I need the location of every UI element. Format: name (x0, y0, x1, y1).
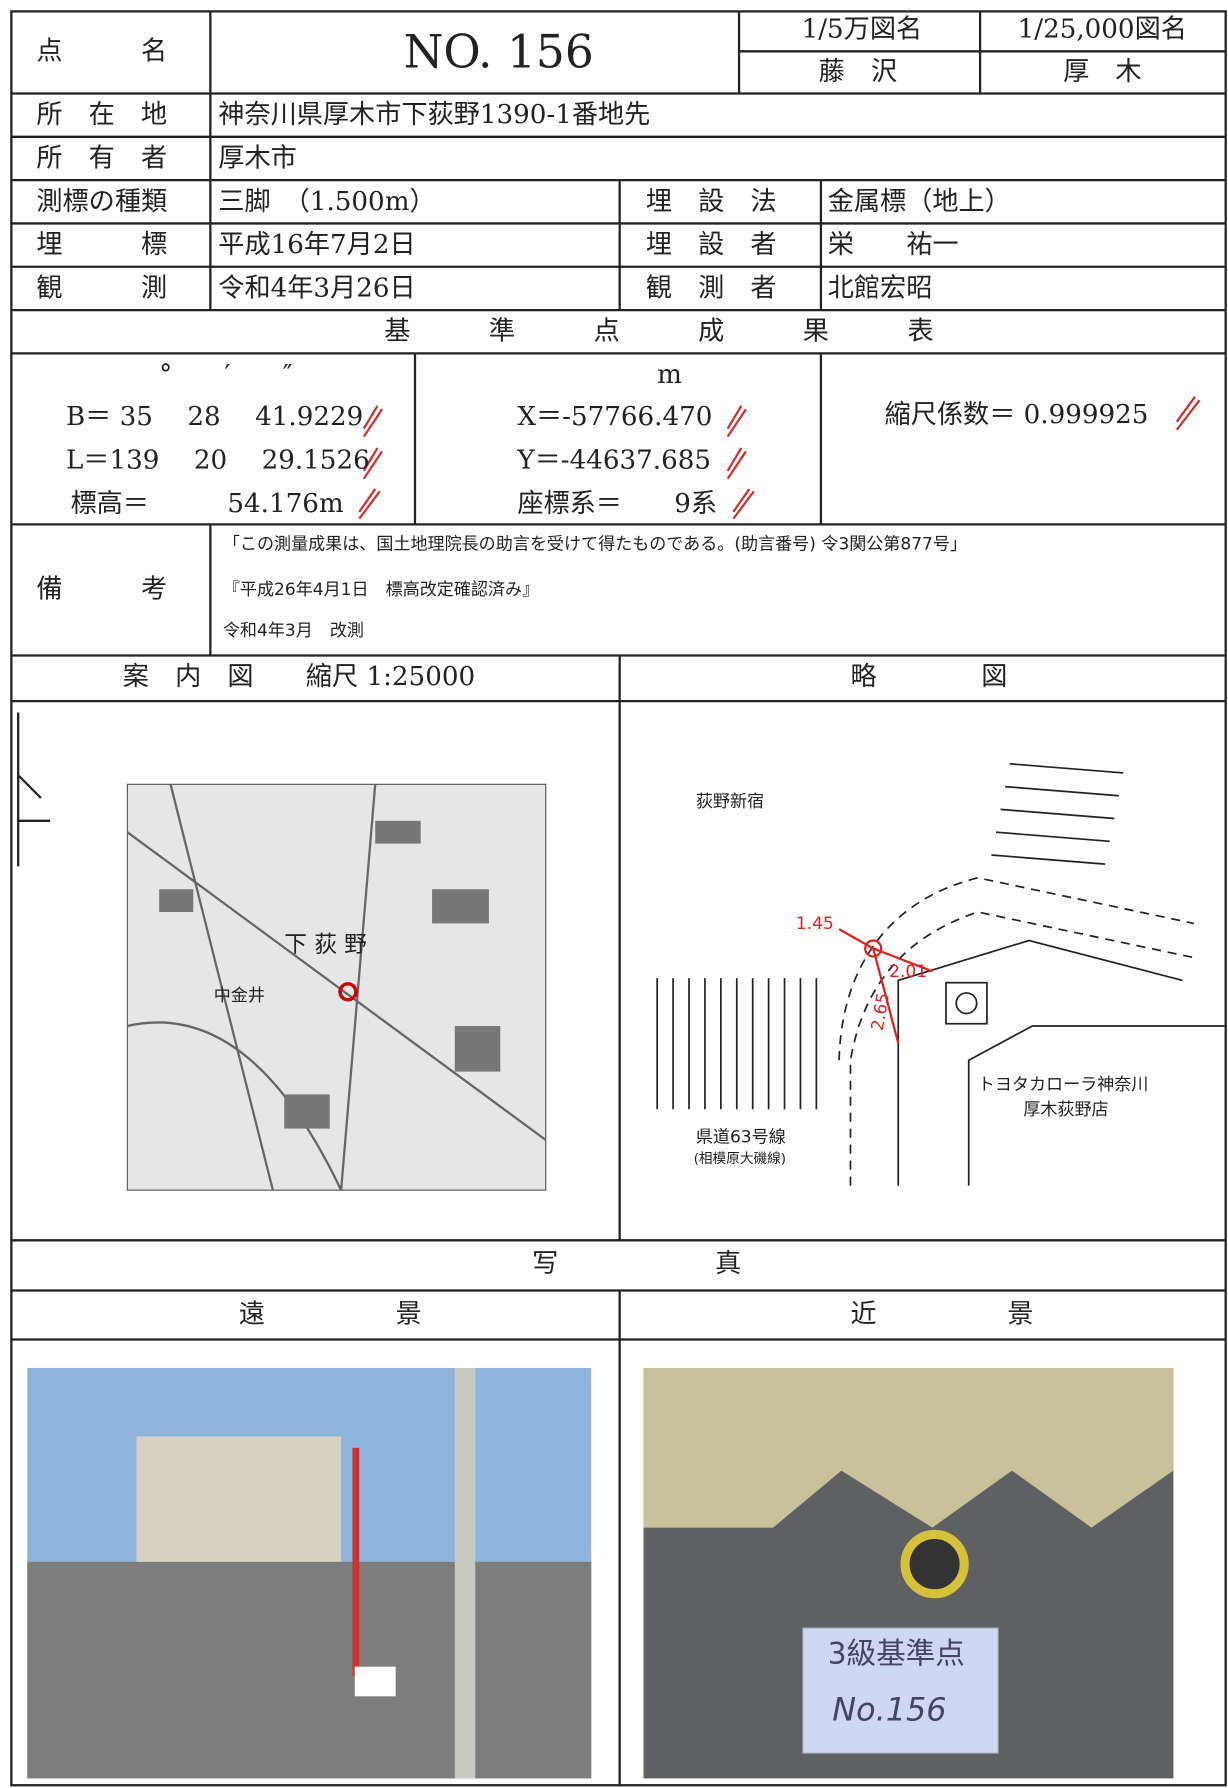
label: 備 考 (36, 574, 168, 605)
value: 厚木市 (218, 143, 297, 174)
sketch-label: (相模原大磯線) (693, 1150, 787, 1167)
distance: 2.01 (889, 961, 928, 982)
section-title: 略 図 (850, 662, 1008, 692)
label: 埋 設 者 (645, 230, 777, 260)
label: 点 名 (36, 36, 168, 67)
x-coord: X＝-57766.470 (517, 402, 713, 433)
plate-text: 3級基準点 (827, 1637, 965, 1672)
sketch-label: トヨタカローラ神奈川 (977, 1073, 1149, 1095)
label: 所 有 者 (36, 143, 168, 174)
label: 観 測 (36, 273, 168, 304)
label: 埋 設 法 (645, 186, 777, 217)
section-title: 基 準 点 成 果 表 (384, 316, 934, 347)
value: 藤 沢 (818, 57, 898, 87)
value: 平成16年7月2日 (218, 230, 416, 260)
remark: 「この測量成果は、国土地理院長の助言を受けて得たものである。(助言番号) 令3関… (222, 533, 968, 555)
value: 金属標（地上） (827, 186, 1011, 217)
scale-factor: 縮尺係数＝ 0.999925 (884, 400, 1149, 430)
remark: 令和4年3月 改測 (222, 620, 364, 641)
distance: 1.45 (795, 913, 834, 934)
remark: 『平成26年4月1日 標高改定確認済み』 (222, 579, 540, 600)
section-title: 写 真 (532, 1249, 742, 1280)
unit: m (657, 360, 682, 390)
value: 神奈川県厚木市下荻野1390-1番地先 (218, 100, 651, 130)
sketch-label: 厚木荻野店 (1023, 1098, 1109, 1120)
y-coord: Y＝-44637.685 (517, 445, 712, 476)
plate-text: No.156 (832, 1690, 947, 1729)
latitude: B＝ 35 28 41.9229 (65, 402, 364, 433)
longitude: L＝139 20 29.1526 (65, 445, 370, 476)
map-label: 中金井 (213, 984, 265, 1006)
unit: ° ′ ″ (159, 360, 293, 390)
point-no: NO. 156 (403, 26, 594, 79)
label: 所 在 地 (36, 100, 168, 130)
value: 令和4年3月26日 (218, 273, 416, 304)
value: 厚 木 (1063, 57, 1142, 87)
label: 測標の種類 (36, 186, 168, 217)
value: 北館宏昭 (827, 273, 933, 304)
map-label: 下 荻 野 (284, 930, 367, 958)
label: 1/25,000図名 (1017, 14, 1187, 45)
coord-system: 座標系＝ 9系 (517, 489, 718, 519)
sketch-label: 荻野新宿 (695, 791, 765, 812)
label: 1/5万図名 (801, 14, 923, 45)
section-title: 遠 景 (238, 1299, 422, 1330)
section-title: 近 景 (850, 1299, 1034, 1330)
value: 三脚 （1.500m） (218, 186, 436, 217)
sketch-label: 県道63号線 (695, 1126, 786, 1147)
label: 埋 標 (36, 230, 168, 260)
height: 標高＝ 54.176m (70, 489, 344, 519)
section-title: 案 内 図 縮尺 1:25000 (122, 662, 476, 692)
value: 栄 祐一 (827, 230, 959, 260)
label: 観 測 者 (645, 273, 777, 304)
